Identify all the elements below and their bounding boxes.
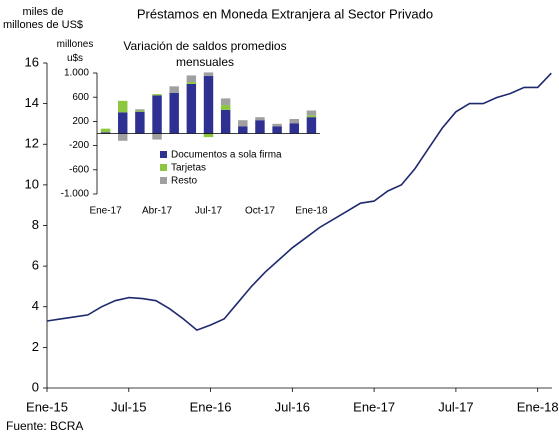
bar (186, 75, 197, 83)
bar (152, 95, 162, 134)
bar (203, 72, 214, 77)
line (46, 72, 552, 332)
y-tick-label: -200 (69, 140, 89, 151)
legend-label: Tarjetas (171, 163, 206, 174)
y-tick-label: 1.000 (64, 68, 89, 79)
source: Fuente: BCRA (6, 419, 83, 433)
bar (152, 133, 162, 140)
x-tick-label: Ene-18 (295, 206, 328, 217)
bar (306, 115, 317, 118)
bar (220, 109, 231, 134)
x-tick-label: Jul-17 (195, 206, 223, 217)
x-tick-label: Jul-16 (275, 399, 310, 414)
legend-swatch (160, 177, 167, 184)
y-tick-label: 0 (32, 379, 39, 394)
y-tick-label: 600 (72, 92, 89, 103)
inset-title: Variación de saldos promedios mensuales (123, 39, 287, 69)
legend-swatch (160, 164, 167, 171)
bar (169, 86, 179, 93)
bar (203, 133, 214, 138)
x-tick-label: Abr-17 (142, 206, 172, 217)
x-tick-label: Oct-17 (245, 206, 275, 217)
bar (255, 117, 265, 121)
y-tick-label: 4 (32, 298, 39, 313)
bar (152, 94, 162, 96)
y-tick-label: 2 (32, 339, 39, 354)
legend-label: Resto (171, 176, 198, 187)
y-tick-label: 16 (25, 54, 39, 69)
bar (238, 126, 248, 134)
bar (306, 110, 317, 116)
inset-y-axis-title: millones u$s (56, 39, 94, 64)
y-tick-label: 200 (72, 116, 89, 127)
bar (186, 83, 197, 134)
x-tick-label: Ene-18 (517, 399, 559, 414)
bar (220, 105, 231, 110)
bar (220, 98, 231, 106)
x-tick-label: Ene-17 (353, 399, 395, 414)
bar (255, 120, 265, 134)
bar (100, 128, 111, 133)
bar (238, 120, 248, 127)
x-tick-label: Ene-16 (190, 399, 232, 414)
bar (100, 132, 111, 134)
bar (289, 118, 299, 124)
y-tick-label: 14 (25, 95, 39, 110)
bar (118, 100, 128, 113)
y-tick-label: 12 (25, 136, 39, 151)
bar (118, 133, 128, 141)
bar (186, 82, 197, 84)
y-tick-label: 8 (32, 217, 39, 232)
x-tick-label: Ene-17 (89, 206, 122, 217)
y-tick-label: 6 (32, 258, 39, 273)
bar (169, 92, 179, 134)
x-tick-label: Ene-15 (26, 399, 68, 414)
x-tick-label: Jul-15 (111, 399, 146, 414)
bar (135, 110, 145, 112)
y-axis-title: miles de millones de US$ (2, 6, 84, 31)
bar (135, 109, 145, 111)
y-tick-label: 10 (25, 176, 39, 191)
bar (272, 123, 282, 127)
x-tick-label: Jul-17 (438, 399, 473, 414)
chart-title: Préstamos en Moneda Extranjera al Sector… (137, 6, 433, 21)
bar (135, 111, 145, 134)
bar (118, 112, 128, 134)
bar (306, 117, 317, 134)
bar (203, 76, 214, 134)
y-tick-label: -600 (69, 164, 89, 175)
bar (272, 126, 282, 134)
bar (289, 123, 299, 134)
legend-label: Documentos a sola firma (171, 150, 282, 161)
y-tick-label: -1.000 (61, 189, 90, 200)
legend-swatch (160, 151, 167, 158)
